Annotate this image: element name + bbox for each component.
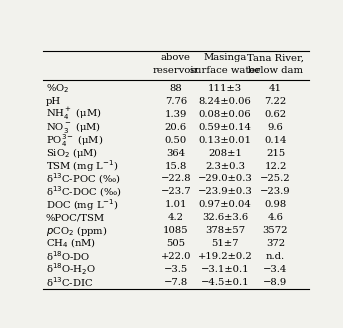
Text: 505: 505 bbox=[166, 239, 185, 248]
Text: CH$_4$ (nM): CH$_4$ (nM) bbox=[46, 237, 96, 250]
Text: δ$^{18}$O-H$_2$O: δ$^{18}$O-H$_2$O bbox=[46, 262, 96, 277]
Text: %POC/TSM: %POC/TSM bbox=[46, 213, 105, 222]
Text: %O$_2$: %O$_2$ bbox=[46, 82, 69, 95]
Text: n.d.: n.d. bbox=[266, 252, 285, 261]
Text: δ$^{18}$O-DO: δ$^{18}$O-DO bbox=[46, 250, 90, 263]
Text: DOC (mg L$^{-1}$): DOC (mg L$^{-1}$) bbox=[46, 197, 118, 213]
Text: 372: 372 bbox=[266, 239, 285, 248]
Text: Masinga: Masinga bbox=[203, 53, 247, 62]
Text: 0.14: 0.14 bbox=[264, 136, 287, 145]
Text: δ$^{13}$C-POC (‰): δ$^{13}$C-POC (‰) bbox=[46, 172, 120, 186]
Text: 8.24±0.06: 8.24±0.06 bbox=[199, 97, 251, 106]
Text: 1.39: 1.39 bbox=[165, 110, 187, 119]
Text: 378±57: 378±57 bbox=[205, 226, 245, 235]
Text: −7.8: −7.8 bbox=[164, 278, 188, 287]
Text: 20.6: 20.6 bbox=[165, 123, 187, 132]
Text: −25.2: −25.2 bbox=[260, 174, 291, 183]
Text: 32.6±3.6: 32.6±3.6 bbox=[202, 213, 248, 222]
Text: 0.97±0.04: 0.97±0.04 bbox=[199, 200, 251, 209]
Text: Tana River,: Tana River, bbox=[247, 53, 304, 62]
Text: 41: 41 bbox=[269, 84, 282, 93]
Text: above: above bbox=[161, 53, 191, 62]
Text: −4.5±0.1: −4.5±0.1 bbox=[201, 278, 249, 287]
Text: PO$_4^{3-}$ (μM): PO$_4^{3-}$ (μM) bbox=[46, 132, 103, 149]
Text: −23.9±0.3: −23.9±0.3 bbox=[198, 187, 252, 196]
Text: 0.62: 0.62 bbox=[264, 110, 286, 119]
Text: −8.9: −8.9 bbox=[263, 278, 287, 287]
Text: 12.2: 12.2 bbox=[264, 162, 287, 171]
Text: −22.8: −22.8 bbox=[161, 174, 191, 183]
Text: δ$^{13}$C-DIC: δ$^{13}$C-DIC bbox=[46, 276, 93, 289]
Text: NH$_4^+$ (μM): NH$_4^+$ (μM) bbox=[46, 106, 101, 122]
Text: 51±7: 51±7 bbox=[211, 239, 239, 248]
Text: below dam: below dam bbox=[248, 66, 303, 75]
Text: +19.2±0.2: +19.2±0.2 bbox=[198, 252, 252, 261]
Text: 7.22: 7.22 bbox=[264, 97, 287, 106]
Text: 1.01: 1.01 bbox=[165, 200, 187, 209]
Text: 0.08±0.06: 0.08±0.06 bbox=[199, 110, 251, 119]
Text: TSM (mg L$^{-1}$): TSM (mg L$^{-1}$) bbox=[46, 158, 118, 174]
Text: 0.13±0.01: 0.13±0.01 bbox=[199, 136, 251, 145]
Text: 4.2: 4.2 bbox=[168, 213, 184, 222]
Text: 3572: 3572 bbox=[263, 226, 288, 235]
Text: NO$_3^-$ (μM): NO$_3^-$ (μM) bbox=[46, 120, 100, 135]
Text: −23.9: −23.9 bbox=[260, 187, 291, 196]
Text: −29.0±0.3: −29.0±0.3 bbox=[198, 174, 252, 183]
Text: 4.6: 4.6 bbox=[268, 213, 283, 222]
Text: surface water: surface water bbox=[190, 66, 260, 75]
Text: −3.4: −3.4 bbox=[263, 265, 288, 274]
Text: −23.7: −23.7 bbox=[161, 187, 191, 196]
Text: 208±1: 208±1 bbox=[208, 149, 242, 158]
Text: 0.50: 0.50 bbox=[165, 136, 187, 145]
Text: 111±3: 111±3 bbox=[208, 84, 242, 93]
Text: 364: 364 bbox=[166, 149, 185, 158]
Text: 88: 88 bbox=[169, 84, 182, 93]
Text: δ$^{13}$C-DOC (‰): δ$^{13}$C-DOC (‰) bbox=[46, 185, 121, 199]
Text: 7.76: 7.76 bbox=[165, 97, 187, 106]
Text: 15.8: 15.8 bbox=[165, 162, 187, 171]
Text: 2.3±0.3: 2.3±0.3 bbox=[205, 162, 245, 171]
Text: pH: pH bbox=[46, 97, 61, 106]
Text: +22.0: +22.0 bbox=[161, 252, 191, 261]
Text: 215: 215 bbox=[266, 149, 285, 158]
Text: −3.1±0.1: −3.1±0.1 bbox=[201, 265, 249, 274]
Text: 1085: 1085 bbox=[163, 226, 189, 235]
Text: 0.98: 0.98 bbox=[264, 200, 287, 209]
Text: reservoir: reservoir bbox=[153, 66, 199, 75]
Text: $p$CO$_2$ (ppm): $p$CO$_2$ (ppm) bbox=[46, 224, 107, 238]
Text: 0.59±0.14: 0.59±0.14 bbox=[199, 123, 251, 132]
Text: 9.6: 9.6 bbox=[268, 123, 283, 132]
Text: SiO$_2$ (μM): SiO$_2$ (μM) bbox=[46, 146, 98, 160]
Text: −3.5: −3.5 bbox=[164, 265, 188, 274]
